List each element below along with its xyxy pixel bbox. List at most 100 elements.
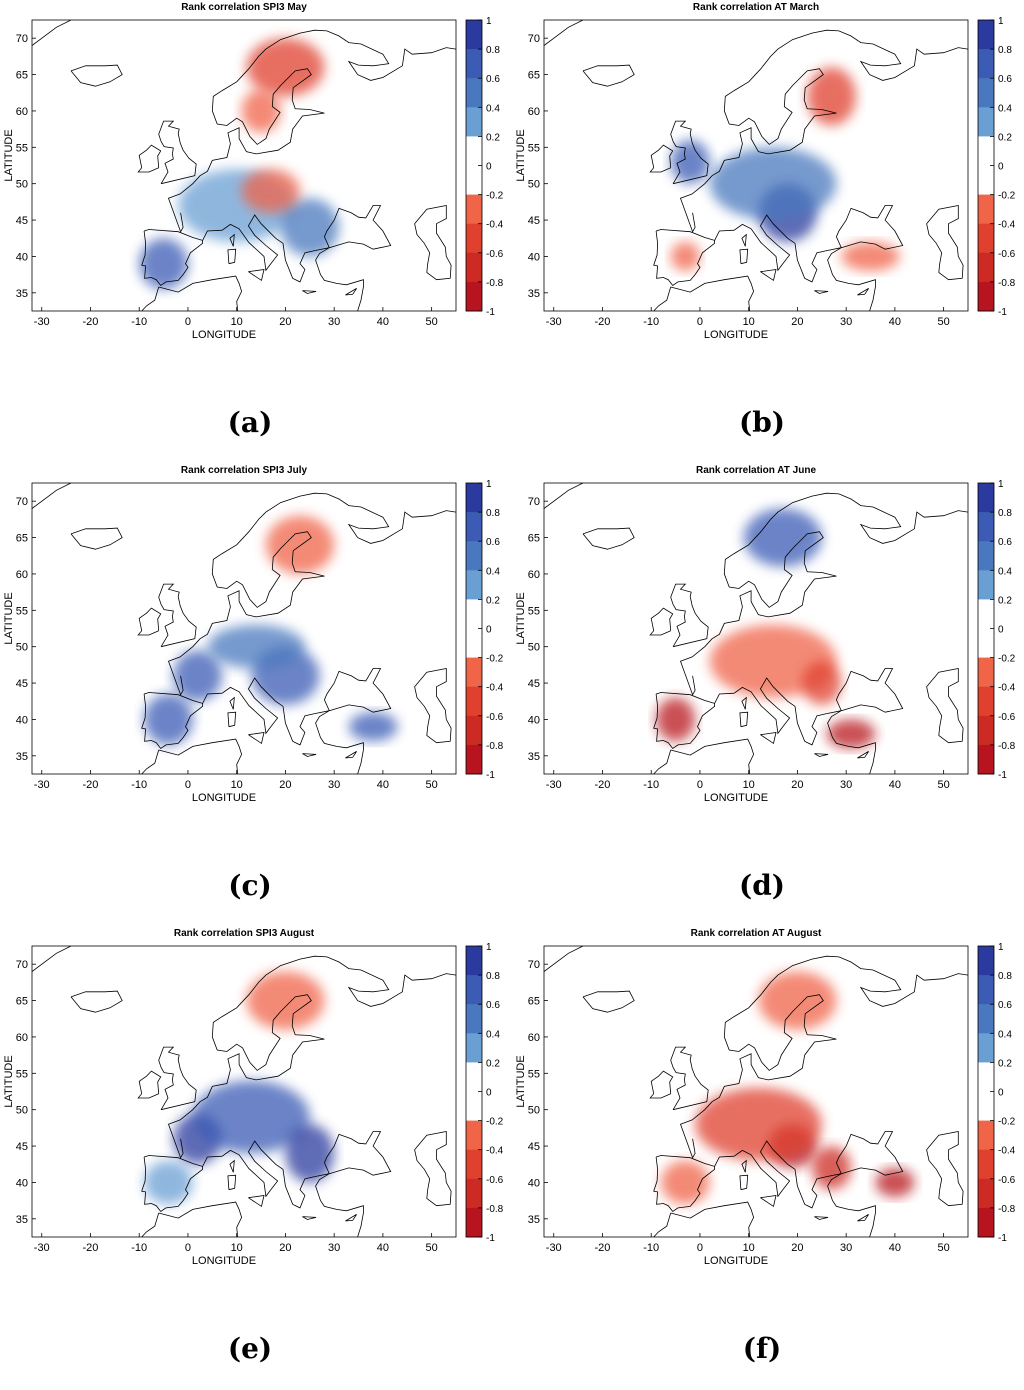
sicily-coast (760, 1195, 777, 1208)
colorbar-tick-label: 0.6 (998, 1000, 1012, 1011)
colorbar-tick-label: 0.6 (486, 537, 500, 548)
correlation-patch (265, 515, 335, 574)
panel-label: (c) (228, 869, 272, 902)
correlation-patch (875, 1167, 915, 1197)
colorbar-tick-label: -0.6 (486, 712, 504, 723)
colorbar-tick-label: 0.8 (486, 45, 500, 56)
colorbar-tick-label: 0.6 (486, 74, 500, 85)
caspian-coast (926, 1131, 964, 1207)
panel-a: Rank correlation SPI3 May -30 -20 -10 0 10 20 3… (0, 0, 512, 463)
africa-atlantic-coast (141, 749, 160, 774)
colorbar-tick-label: -0.6 (486, 1175, 504, 1186)
x-axis-label: LONGITUDE (704, 329, 768, 341)
crete-coast (814, 753, 829, 757)
britain-coast (158, 583, 197, 648)
colorbar-tick-label: -0.2 (998, 654, 1016, 665)
colorbar-tick-label: -1 (998, 307, 1007, 318)
colorbar-segment (978, 1178, 994, 1209)
panel-label: (e) (228, 1332, 272, 1365)
y-tick-label: 70 (528, 33, 540, 45)
colorbar-segment (978, 136, 994, 166)
corsica-coast (741, 233, 747, 247)
colorbar-segment (978, 194, 994, 225)
colorbar-segment (978, 281, 994, 312)
colorbar-tick-label: 0 (486, 1088, 492, 1099)
correlation-patch (348, 712, 398, 742)
greenland-coast (544, 20, 584, 46)
x-tick-label: 0 (697, 779, 703, 791)
coastlines (32, 20, 456, 311)
x-tick-label: 0 (697, 1242, 703, 1254)
x-tick-label: 20 (279, 1242, 291, 1254)
colorbar-tick-label: 0.4 (998, 103, 1012, 114)
correlation-patch (758, 971, 837, 1030)
correlation-patch (241, 89, 281, 133)
y-tick-label: 65 (528, 70, 540, 82)
y-tick-label: 60 (16, 106, 28, 118)
y-tick-label: 35 (16, 751, 28, 763)
colorbar-segment (978, 1120, 994, 1151)
crete-coast (302, 290, 317, 294)
x-tick-label: 10 (743, 316, 755, 328)
colorbar-tick-label: 0.8 (486, 508, 500, 519)
colorbar-tick-label: -0.2 (486, 1117, 504, 1128)
africa-atlantic-coast (141, 286, 160, 311)
ireland-coast (649, 1070, 674, 1099)
colorbar-tick-label: -0.2 (486, 654, 504, 665)
y-tick-label: 50 (528, 1105, 540, 1117)
colorbar-tick-label: 1 (998, 479, 1004, 490)
y-tick-label: 70 (528, 496, 540, 508)
colorbar-segment (978, 49, 994, 79)
x-tick-label: 30 (328, 316, 340, 328)
x-tick-label: 0 (185, 316, 191, 328)
colorbar-tick-label: 0.4 (998, 566, 1012, 577)
cyprus-coast (345, 1214, 357, 1222)
africa-coast (158, 738, 243, 774)
north-coast (167, 29, 456, 233)
colorbar-segment (978, 628, 994, 659)
britain-coast (670, 120, 709, 185)
mainland-coast (714, 205, 904, 311)
sardinia-coast (227, 248, 237, 265)
correlation-patch (280, 198, 340, 257)
caspian-coast (926, 668, 964, 744)
colorbar-segment (978, 78, 994, 108)
colorbar-segment (978, 715, 994, 746)
colorbar-tick-label: 0.6 (998, 74, 1012, 85)
colorbar-tick-label: -0.8 (998, 741, 1016, 752)
y-tick-label: 40 (16, 714, 28, 726)
iberia-coast (141, 1155, 203, 1213)
cyprus-coast (857, 751, 869, 759)
coastlines (544, 20, 968, 311)
colorbar-tick-label: 0.2 (998, 595, 1012, 606)
y-tick-label: 50 (16, 179, 28, 191)
colorbar-segment (978, 483, 994, 513)
corsica-coast (229, 1159, 235, 1173)
corsica-coast (229, 233, 235, 247)
correlation-patch (743, 508, 822, 567)
cyprus-coast (345, 751, 357, 759)
colorbar-tick-label: 0.8 (998, 45, 1012, 56)
x-tick-label: -10 (643, 779, 659, 791)
colorbar-tick-label: -1 (486, 307, 495, 318)
colorbar-segment (466, 744, 482, 775)
greenland-coast (544, 483, 584, 509)
correlation-patch (709, 147, 837, 221)
y-tick-label: 55 (16, 142, 28, 154)
y-tick-label: 60 (528, 1032, 540, 1044)
colorbar-segment (978, 1033, 994, 1063)
x-tick-label: 20 (791, 1242, 803, 1254)
africa-atlantic-coast (141, 1212, 160, 1237)
x-axis-label: LONGITUDE (704, 792, 768, 804)
correlation-patch (660, 1160, 710, 1205)
colorbar-tick-label: 0.2 (998, 132, 1012, 143)
mainland-coast (714, 668, 904, 774)
colorbar-segment (978, 1207, 994, 1238)
correlation-patch (207, 624, 305, 669)
x-tick-label: 10 (231, 1242, 243, 1254)
colorbar-segment (466, 541, 482, 571)
panel-label: (b) (739, 406, 785, 439)
colorbar-segment (978, 599, 994, 629)
colorbar-tick-label: -0.8 (486, 278, 504, 289)
colorbar-segment (466, 570, 482, 600)
